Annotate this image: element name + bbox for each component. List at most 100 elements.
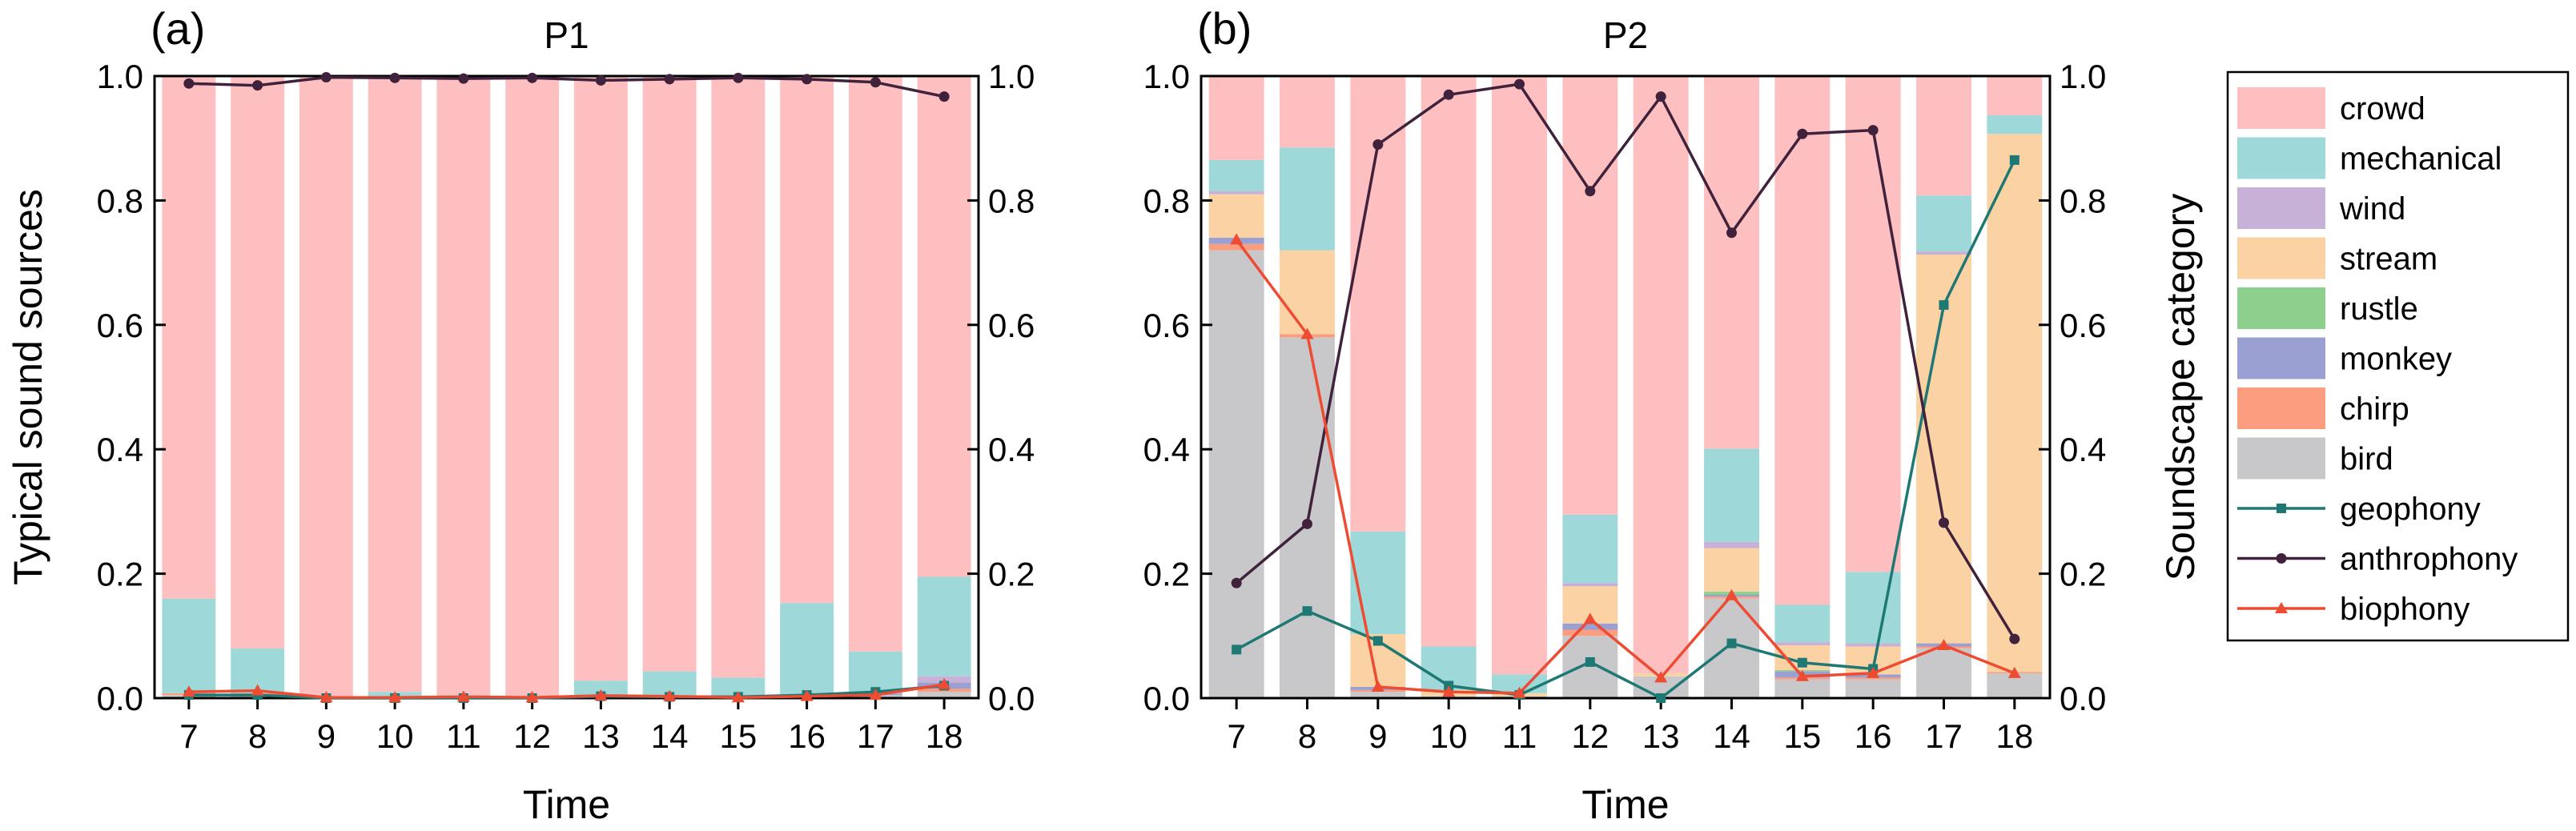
- p2-point-biophony-14: [1725, 588, 1738, 600]
- p2-bar-crowd-15: [1774, 76, 1831, 605]
- legend-swatch-mechanical: [2237, 137, 2325, 179]
- p2-bar-mechanical-16: [1845, 572, 1901, 644]
- p1-point-anthrophony-10: [389, 72, 400, 83]
- p2-bar-mechanical-8: [1280, 147, 1335, 251]
- p1-xtick-label-15: 15: [720, 717, 758, 755]
- legend-label-stream: stream: [2340, 242, 2437, 277]
- p1-point-biophony-11: [456, 690, 470, 702]
- legend-label-rustle: rustle: [2340, 291, 2418, 327]
- legend-swatch-bird: [2237, 437, 2325, 480]
- p2-bar-chirp-12: [1562, 629, 1618, 636]
- p2-bar-bird-15: [1774, 679, 1831, 698]
- p1-xtick-label-17: 17: [857, 717, 894, 755]
- p2-xtick-label-11: 11: [1502, 717, 1537, 755]
- p2-point-biophony-8: [1300, 327, 1314, 339]
- p2-line-biophony: [1235, 239, 2015, 695]
- p1-point-biophony-16: [800, 689, 814, 701]
- p2-point-anthrophony-18: [2009, 633, 2020, 644]
- p1-ytick-label-left: 1.0: [97, 58, 143, 95]
- p2-point-biophony-15: [1795, 669, 1809, 681]
- p2-point-biophony-7: [1230, 233, 1244, 245]
- p2-xtick-label-18: 18: [1995, 717, 2033, 755]
- p2-point-anthrophony-14: [1726, 227, 1737, 239]
- p2-bar-bird-9: [1350, 692, 1406, 698]
- p1-xtick-label-14: 14: [651, 717, 689, 755]
- p1-point-biophony-10: [388, 691, 402, 703]
- p2-point-anthrophony-7: [1231, 577, 1242, 588]
- p2-xtick-label-7: 7: [1227, 717, 1245, 755]
- p2-bar-wind-12: [1562, 583, 1618, 587]
- p2-bar-mechanical-12: [1562, 514, 1618, 584]
- p2-bar-wind-17: [1916, 251, 1971, 255]
- p2-point-anthrophony-8: [1302, 518, 1312, 529]
- p1-point-biophony-8: [251, 684, 264, 696]
- legend-label-bird: bird: [2340, 442, 2393, 477]
- p1-title: P1: [544, 14, 589, 56]
- p2-point-anthrophony-9: [1372, 138, 1384, 150]
- p1-xtick-label-10: 10: [376, 717, 414, 755]
- p2-point-biophony-9: [1371, 680, 1384, 692]
- p1-ytick-label-right: 0.4: [988, 431, 1035, 468]
- p1-point-biophony-12: [525, 691, 539, 703]
- p1-ytick-label-left: 0.4: [97, 431, 143, 468]
- p2-bar-crowd-7: [1208, 76, 1264, 160]
- p2-bar-crowd-13: [1633, 76, 1689, 673]
- legend-label-anthrophony: anthrophony: [2340, 542, 2518, 577]
- p1-ytick-label-left: 0.0: [97, 680, 143, 717]
- legend-label-mechanical: mechanical: [2340, 142, 2502, 177]
- p2-point-geophony-8: [1302, 606, 1312, 616]
- p1-ytick-label-right: 1.0: [988, 58, 1035, 95]
- p2-point-biophony-10: [1442, 685, 1456, 697]
- panel-b: 0.0 0.0 0.2 0.2 0.4 0.4 0.6 0.6 0.8 0.8 1.0 1.0 7 8 9 1…: [1143, 3, 2203, 827]
- p2-point-anthrophony-10: [1443, 89, 1454, 100]
- p1-xlabel: Time: [523, 782, 610, 827]
- p1-line-biophony: [188, 683, 945, 699]
- legend-label-crowd: crowd: [2340, 91, 2425, 126]
- legend-swatch-chirp: [2237, 387, 2325, 429]
- p2-ytick-label-right: 0.8: [2060, 182, 2106, 219]
- p2-ytick-label-left: 1.0: [1143, 58, 1190, 95]
- p2-point-anthrophony-15: [1797, 128, 1808, 139]
- p1-point-biophony-14: [663, 689, 677, 701]
- p2-xtick-label-16: 16: [1855, 717, 1892, 755]
- p1-panel-label: (a): [151, 3, 205, 54]
- p2-point-biophony-11: [1513, 686, 1526, 698]
- p1-ytick-label-right: 0.8: [988, 182, 1035, 219]
- legend-label-wind: wind: [2339, 191, 2405, 227]
- p1-point-biophony-17: [869, 688, 882, 701]
- p2-plot-frame: [1200, 74, 2052, 700]
- p2-ytick-label-right: 0.4: [2060, 431, 2106, 468]
- p1-point-biophony-13: [594, 688, 608, 701]
- p1-line-anthrophony: [188, 75, 945, 98]
- p1-point-anthrophony-17: [870, 77, 881, 88]
- p2-point-geophony-15: [1797, 657, 1807, 668]
- legend-swatch-monkey: [2237, 337, 2325, 379]
- p2-bar-crowd-12: [1562, 76, 1618, 515]
- p1-ytick-label-left: 0.2: [97, 556, 143, 593]
- p2-bar-mechanical-15: [1774, 604, 1831, 643]
- p2-point-biophony-17: [1937, 638, 1951, 650]
- p1-ytick-label-left: 0.6: [97, 307, 143, 344]
- p1-bar-bird-18: [917, 692, 971, 698]
- p1-point-anthrophony-11: [458, 73, 469, 84]
- p2-ytick-label-left: 0.4: [1143, 431, 1190, 468]
- panel-a: 0.0 0.0 0.2 0.2 0.4 0.4 0.6 0.6 0.8 0.8 1.0 1.0 7 8 9 1…: [6, 3, 1035, 827]
- p2-xtick-label-13: 13: [1642, 717, 1680, 755]
- p2-point-geophony-13: [1656, 693, 1666, 703]
- p1-point-biophony-9: [319, 691, 333, 703]
- p2-ytick-label-right: 1.0: [2060, 58, 2106, 95]
- p2-bar-stream-18: [1987, 134, 2043, 672]
- p2-point-anthrophony-17: [1939, 517, 1949, 528]
- p2-bar-wind-7: [1208, 191, 1264, 195]
- p1-point-anthrophony-12: [527, 72, 538, 83]
- p2-bar-bird-16: [1845, 679, 1901, 698]
- p2-bar-crowd-11: [1492, 76, 1547, 675]
- p2-bar-bird-12: [1562, 636, 1618, 698]
- p1-ytick-label-right: 0.0: [988, 680, 1035, 717]
- p2-bar-crowd-10: [1421, 76, 1477, 647]
- p1-ylabel-left: Typical sound sources: [6, 189, 50, 585]
- p2-bar-crowd-18: [1987, 76, 2043, 115]
- p2-ytick-label-right: 0.0: [2060, 680, 2106, 717]
- p1-bar-crowd-13: [573, 76, 628, 681]
- p1-point-anthrophony-13: [595, 74, 606, 86]
